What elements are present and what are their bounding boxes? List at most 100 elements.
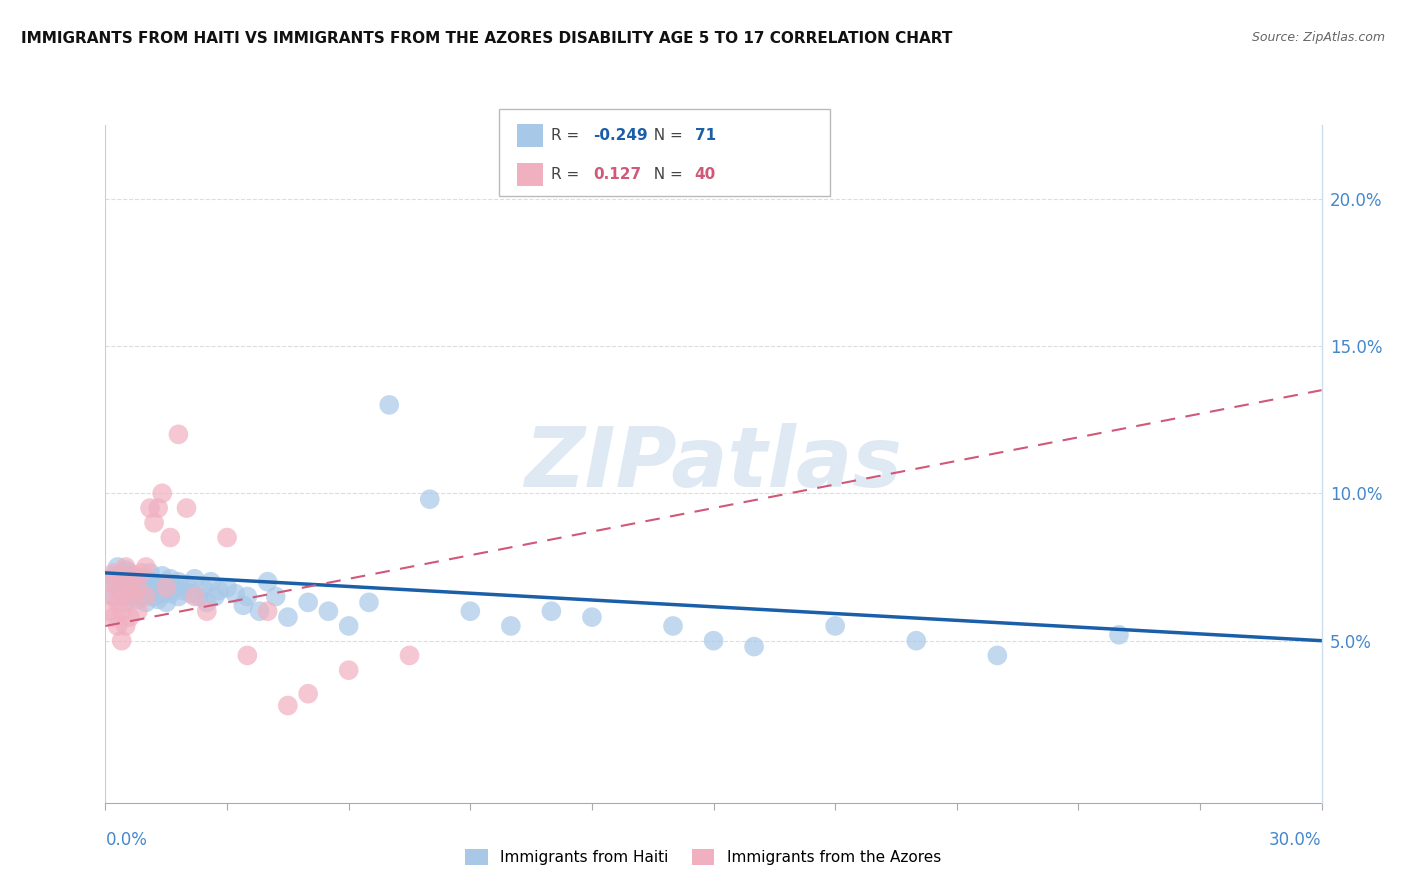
Point [224, 586, 246, 600]
Point [499, 619, 522, 633]
Point [1108, 628, 1130, 642]
Point [122, 583, 145, 598]
Point [155, 577, 177, 591]
Point [122, 569, 145, 583]
Point [232, 599, 254, 613]
Point [249, 604, 271, 618]
Point [176, 577, 198, 591]
Point [107, 581, 129, 595]
Point [159, 572, 181, 586]
Point [103, 590, 125, 604]
Point [378, 398, 401, 412]
Point [114, 619, 136, 633]
Point [103, 590, 125, 604]
Point [146, 592, 169, 607]
Point [103, 566, 125, 580]
Text: ZIPatlas: ZIPatlas [524, 424, 903, 504]
Text: R =: R = [551, 128, 585, 143]
Point [139, 501, 162, 516]
Point [118, 581, 141, 595]
Point [103, 569, 125, 583]
Point [702, 633, 725, 648]
Point [297, 687, 319, 701]
Point [139, 566, 162, 580]
Point [277, 610, 299, 624]
Point [150, 486, 173, 500]
Point [163, 581, 186, 595]
Point [208, 583, 231, 598]
Point [277, 698, 299, 713]
Point [114, 563, 136, 577]
Point [824, 619, 846, 633]
Point [297, 595, 319, 609]
Point [114, 560, 136, 574]
Point [150, 569, 173, 583]
Point [111, 604, 134, 618]
Point [143, 516, 166, 530]
Text: Source: ZipAtlas.com: Source: ZipAtlas.com [1251, 31, 1385, 45]
Point [458, 604, 481, 618]
Text: IMMIGRANTS FROM HAITI VS IMMIGRANTS FROM THE AZORES DISABILITY AGE 5 TO 17 CORRE: IMMIGRANTS FROM HAITI VS IMMIGRANTS FROM… [21, 31, 952, 46]
Point [236, 648, 259, 663]
Point [135, 560, 157, 574]
Point [155, 595, 177, 609]
Text: 71: 71 [695, 128, 716, 143]
Point [217, 531, 239, 545]
Point [111, 633, 134, 648]
Point [111, 572, 134, 586]
Point [159, 531, 181, 545]
Text: 40: 40 [695, 167, 716, 182]
Point [167, 590, 190, 604]
Point [183, 572, 205, 586]
Point [398, 648, 420, 663]
Point [204, 590, 226, 604]
Point [146, 581, 169, 595]
Point [195, 604, 218, 618]
Point [357, 595, 380, 609]
Point [264, 590, 287, 604]
Point [195, 595, 218, 609]
Point [167, 427, 190, 442]
Point [191, 581, 214, 595]
Text: N =: N = [644, 167, 688, 182]
Point [98, 574, 121, 589]
Point [114, 577, 136, 591]
Point [318, 604, 340, 618]
Point [111, 586, 134, 600]
Point [135, 595, 157, 609]
Point [127, 604, 149, 618]
Point [155, 581, 177, 595]
Point [172, 583, 194, 598]
Point [143, 590, 166, 604]
Point [118, 566, 141, 580]
Point [337, 619, 360, 633]
Point [118, 581, 141, 595]
Point [200, 574, 222, 589]
Point [98, 604, 121, 618]
Point [135, 590, 157, 604]
Point [122, 569, 145, 583]
Point [103, 610, 125, 624]
Point [139, 581, 162, 595]
Point [662, 619, 685, 633]
Point [107, 581, 129, 595]
Legend: Immigrants from Haiti, Immigrants from the Azores: Immigrants from Haiti, Immigrants from t… [458, 843, 948, 871]
Point [107, 619, 129, 633]
Point [742, 640, 765, 654]
Text: N =: N = [644, 128, 688, 143]
Point [256, 574, 278, 589]
Point [135, 572, 157, 586]
Point [127, 592, 149, 607]
Point [111, 569, 134, 583]
Point [581, 610, 603, 624]
Point [114, 595, 136, 609]
Text: 30.0%: 30.0% [1270, 831, 1322, 849]
Point [986, 648, 1008, 663]
Point [127, 574, 149, 589]
Point [122, 590, 145, 604]
Point [143, 574, 166, 589]
Point [419, 492, 441, 507]
Text: 0.127: 0.127 [593, 167, 641, 182]
Point [540, 604, 562, 618]
Point [217, 581, 239, 595]
